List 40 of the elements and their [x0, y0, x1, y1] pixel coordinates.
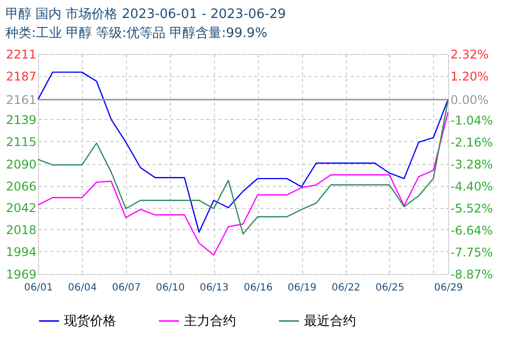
y2-tick-label: -1.04%	[450, 114, 493, 128]
y2-tick-label: -4.40%	[450, 180, 493, 194]
y-tick-label: 1969	[6, 268, 36, 282]
y2-tick-label: -5.52%	[450, 202, 493, 216]
y-tick-label: 2042	[6, 201, 36, 216]
y2-tick-label: -3.28%	[450, 158, 493, 172]
y-tick-label: 2187	[6, 69, 36, 84]
y2-tick-label: 2.32%	[450, 48, 489, 62]
y2-tick-label: -8.87%	[450, 268, 493, 282]
chart-subtitle: 种类:工业 甲醇 等级:优等品 甲醇含量:99.9%	[5, 26, 268, 41]
y2-tick-label: 0.00%	[450, 93, 489, 108]
legend-label: 现货价格	[64, 314, 116, 329]
line-series	[37, 100, 449, 235]
y2-tick-label: -2.16%	[450, 136, 493, 150]
x-tick-label: 06/19	[288, 282, 316, 294]
y2-tick-label: -7.75%	[450, 245, 493, 260]
x-tick-label: 06/25	[376, 282, 404, 294]
x-tick-label: 06/07	[112, 282, 141, 294]
x-tick-label: 06/10	[156, 282, 185, 294]
x-tick-label: 06/29	[434, 282, 463, 294]
y-tick-label: 2018	[6, 222, 36, 237]
y-tick-label: 2211	[6, 48, 36, 62]
x-tick-label: 06/01	[24, 282, 53, 294]
y-tick-label: 2139	[6, 112, 36, 127]
y-tick-label: 2161	[6, 92, 36, 107]
y2-tick-label: -6.64%	[450, 224, 493, 238]
x-tick-label: 06/13	[200, 282, 229, 294]
line-series	[37, 72, 449, 233]
x-tick-label: 06/04	[68, 282, 97, 294]
y-tick-label: 2090	[6, 158, 36, 172]
line-series	[37, 112, 449, 256]
y-tick-label: 2066	[6, 179, 36, 194]
legend-label: 最近合约	[304, 314, 356, 329]
y2-tick-label: 1.20%	[450, 70, 489, 84]
x-tick-label: 06/16	[244, 282, 273, 294]
legend-label: 主力合约	[184, 313, 236, 329]
x-tick-label: 06/22	[332, 282, 360, 294]
y-tick-label: 2115	[6, 134, 36, 149]
y-tick-label: 1994	[6, 244, 36, 259]
chart-title: 甲醇 国内 市场价格 2023-06-01 - 2023-06-29	[5, 7, 286, 22]
